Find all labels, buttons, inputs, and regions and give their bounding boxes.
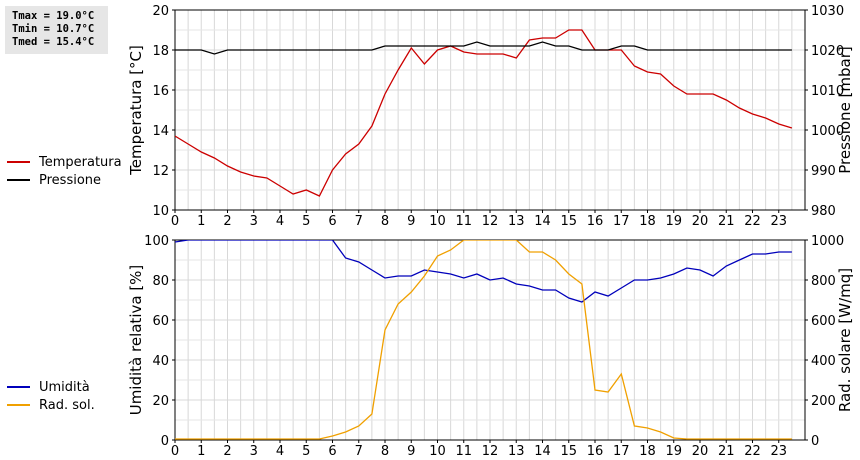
y-left-tick-label: 12	[152, 164, 169, 179]
x-tick-label: 19	[665, 214, 682, 229]
y-right-tick-label: 1030	[811, 4, 844, 19]
y-right-tick-label: 1010	[811, 84, 844, 99]
x-tick-label: 17	[613, 444, 630, 459]
y-left-tick-label: 16	[152, 84, 169, 99]
y-right-axis-label: Rad. solare [W/mq]	[836, 268, 854, 412]
y-left-tick-label: 14	[152, 124, 169, 139]
y-left-tick-label: 0	[161, 434, 169, 449]
x-tick-label: 7	[355, 214, 363, 229]
x-tick-label: 10	[429, 214, 446, 229]
y-left-axis-label: Temperatura [°C]	[127, 45, 145, 176]
x-tick-label: 10	[429, 444, 446, 459]
x-tick-label: 12	[482, 214, 499, 229]
x-tick-label: 13	[508, 214, 525, 229]
x-tick-label: 1	[197, 214, 205, 229]
x-tick-label: 0	[171, 444, 179, 459]
y-right-tick-label: 600	[811, 314, 836, 329]
legend-label: Temperatura	[38, 155, 122, 170]
x-tick-label: 16	[587, 214, 604, 229]
x-tick-label: 9	[407, 444, 415, 459]
y-left-tick-label: 18	[152, 44, 169, 59]
stats-tmin: Tmin = 10.7°C	[12, 23, 95, 35]
stats-tmed: Tmed = 15.4°C	[12, 36, 95, 48]
x-tick-label: 4	[276, 444, 284, 459]
x-tick-label: 15	[560, 444, 577, 459]
x-tick-label: 13	[508, 444, 525, 459]
x-tick-label: 1	[197, 444, 205, 459]
x-tick-label: 20	[692, 444, 709, 459]
x-tick-label: 0	[171, 214, 179, 229]
x-tick-label: 17	[613, 214, 630, 229]
y-right-tick-label: 1020	[811, 44, 844, 59]
y-right-tick-label: 0	[811, 434, 819, 449]
y-left-tick-label: 20	[152, 4, 169, 19]
stats-tmax: Tmax = 19.0°C	[12, 10, 95, 22]
x-tick-label: 18	[639, 214, 656, 229]
x-tick-label: 9	[407, 214, 415, 229]
x-tick-label: 8	[381, 444, 389, 459]
x-tick-label: 19	[665, 444, 682, 459]
x-tick-label: 11	[455, 444, 472, 459]
x-tick-label: 18	[639, 444, 656, 459]
y-right-tick-label: 1000	[811, 234, 844, 249]
y-right-tick-label: 980	[811, 204, 836, 219]
legend-label: Umidità	[39, 380, 90, 395]
x-tick-label: 11	[455, 214, 472, 229]
x-tick-label: 4	[276, 214, 284, 229]
y-right-tick-label: 1000	[811, 124, 844, 139]
series-line-rad-sol-	[175, 240, 792, 440]
y-left-tick-label: 60	[152, 314, 169, 329]
x-tick-label: 8	[381, 214, 389, 229]
y-left-tick-label: 40	[152, 354, 169, 369]
series-line-temperatura	[175, 29, 793, 197]
y-right-tick-label: 200	[811, 394, 836, 409]
x-tick-label: 3	[250, 444, 258, 459]
y-left-axis-label: Umidità relativa [%]	[127, 265, 145, 416]
y-left-tick-label: 10	[152, 204, 169, 219]
x-tick-label: 23	[770, 214, 787, 229]
series-line-pressione	[175, 41, 792, 55]
x-tick-label: 7	[355, 444, 363, 459]
x-tick-label: 2	[223, 214, 231, 229]
x-tick-label: 23	[770, 444, 787, 459]
x-tick-label: 21	[718, 214, 735, 229]
stats-box: Tmax = 19.0°C Tmin = 10.7°C Tmed = 15.4°…	[5, 6, 108, 54]
x-tick-label: 5	[302, 444, 310, 459]
x-tick-label: 6	[328, 444, 336, 459]
chart-panel-2: 0 1 2 3 4 5 6 7 8 9 10 11 12 13 14 15 16 17 18 19 20 21 22 2302…	[7, 234, 854, 459]
y-left-tick-label: 100	[144, 234, 169, 249]
legend-label: Rad. sol.	[39, 398, 95, 413]
x-tick-label: 14	[534, 214, 551, 229]
y-right-tick-label: 800	[811, 274, 836, 289]
x-tick-label: 22	[744, 444, 761, 459]
legend-label: Pressione	[39, 173, 101, 188]
chart-panel-1: 0 1 2 3 4 5 6 7 8 9 10 11 12 13 14 15 16 17 18 19 20 21 22 2310…	[7, 4, 854, 229]
x-tick-label: 14	[534, 444, 551, 459]
y-left-tick-label: 80	[152, 274, 169, 289]
x-tick-label: 16	[587, 444, 604, 459]
x-tick-label: 15	[560, 214, 577, 229]
x-tick-label: 6	[328, 214, 336, 229]
x-tick-label: 20	[692, 214, 709, 229]
x-tick-label: 3	[250, 214, 258, 229]
x-tick-label: 22	[744, 214, 761, 229]
x-tick-label: 5	[302, 214, 310, 229]
y-left-tick-label: 20	[152, 394, 169, 409]
y-right-tick-label: 990	[811, 164, 836, 179]
y-right-axis-label: Pressione [mbar]	[836, 46, 854, 174]
series-line-umidit-	[175, 240, 792, 303]
x-tick-label: 21	[718, 444, 735, 459]
x-tick-label: 12	[482, 444, 499, 459]
x-tick-label: 2	[223, 444, 231, 459]
y-right-tick-label: 400	[811, 354, 836, 369]
